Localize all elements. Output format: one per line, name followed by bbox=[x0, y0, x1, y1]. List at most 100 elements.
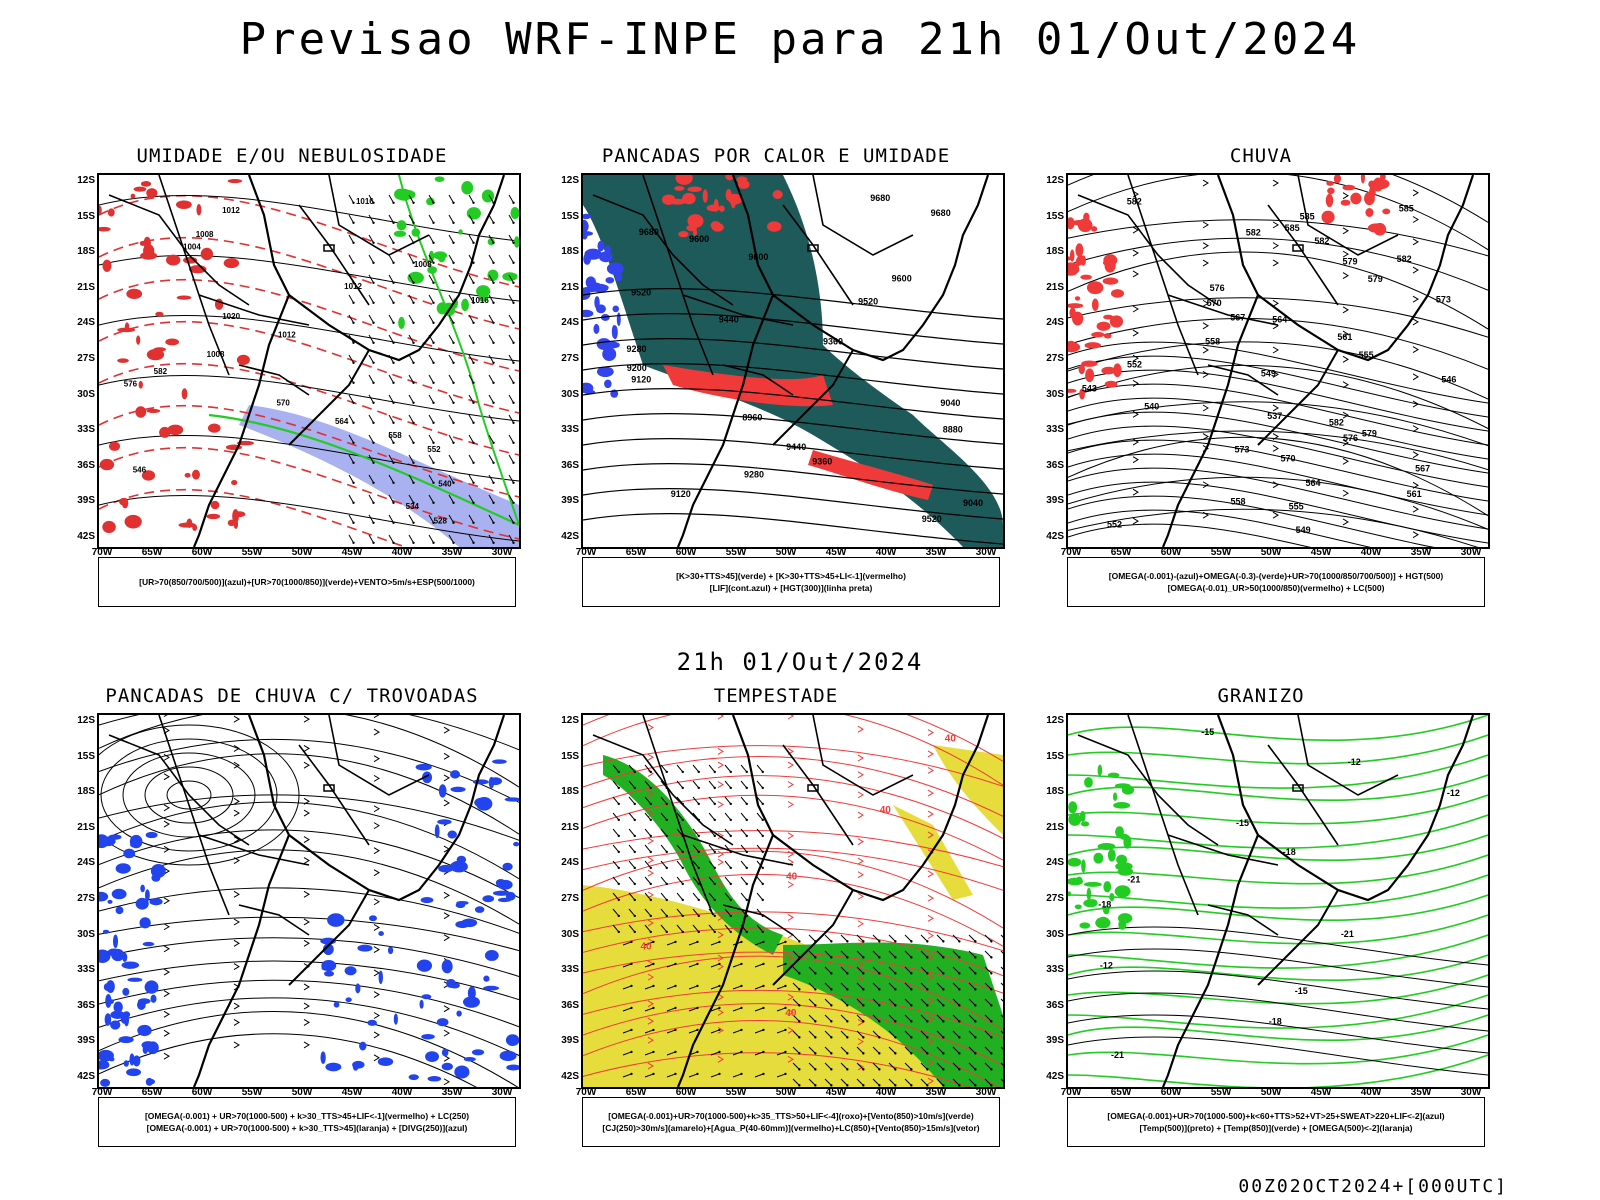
contour-label: -21 bbox=[1111, 1050, 1124, 1060]
lat-tick-label: 33S bbox=[561, 424, 579, 436]
lat-tick-label: 42S bbox=[561, 1071, 579, 1082]
lat-tick-label: 42S bbox=[77, 1071, 95, 1082]
lon-tick-label: 65W bbox=[1110, 1087, 1132, 1098]
contour-label: 40 bbox=[785, 1008, 797, 1019]
contour-label: 576 bbox=[1210, 283, 1225, 293]
lon-tick-label: 40W bbox=[875, 1087, 897, 1098]
instability-area bbox=[583, 175, 1003, 547]
lon-tick-label: 30W bbox=[491, 1087, 513, 1098]
lat-tick-label: 24S bbox=[561, 857, 579, 869]
run-timestamp: 00Z02OCT2024+[000UTC] bbox=[1238, 1176, 1508, 1197]
coastline bbox=[247, 175, 506, 362]
lat-tick-label: 21S bbox=[1046, 281, 1064, 293]
lon-tick-label: 50W bbox=[775, 547, 797, 558]
contour-label: 540 bbox=[1144, 401, 1159, 411]
contour-label: 9360 bbox=[812, 456, 832, 466]
lat-tick-label: 36S bbox=[77, 999, 95, 1011]
lon-tick-label: 70W bbox=[91, 547, 113, 558]
lon-tick-label: 65W bbox=[141, 547, 163, 558]
contour-label: 579 bbox=[1343, 256, 1358, 266]
contour-label: 543 bbox=[1082, 383, 1097, 393]
contour-label: 552 bbox=[1127, 360, 1142, 370]
contour-label: 546 bbox=[133, 466, 147, 475]
mid-date-label: 21h 01/Out/2024 bbox=[676, 648, 924, 676]
lon-tick-label: 50W bbox=[775, 1087, 797, 1098]
lat-tick-label: 24S bbox=[1046, 857, 1064, 869]
lat-tick-label: 27S bbox=[77, 893, 95, 904]
lat-tick-label: 39S bbox=[1046, 495, 1064, 507]
contour-label: -21 bbox=[1341, 929, 1354, 939]
lon-tick-label: 70W bbox=[1060, 547, 1082, 558]
contour-label: 1016 bbox=[471, 296, 489, 305]
contour-label: 9120 bbox=[671, 489, 691, 499]
contour-label: 1012 bbox=[344, 282, 362, 291]
lat-tick-label: 18S bbox=[1046, 786, 1064, 798]
lat-tick-label: 42S bbox=[77, 531, 95, 542]
contour-label: 570 bbox=[1280, 453, 1295, 463]
contour-label: 9440 bbox=[719, 314, 739, 324]
map-plot: 9680 9680 9680 9600 9600 9600 9520 9520 9440 9360… bbox=[581, 173, 1005, 549]
panel-pancadas-calor: PANCADAS POR CALOR E UMIDADE 9680 9680 9680… bbox=[541, 145, 1011, 625]
lon-tick-label: 65W bbox=[625, 1087, 647, 1098]
lon-tick-label: 55W bbox=[241, 1087, 263, 1098]
map-plot: 582 585 585 585 582 582 582 579 579 576 573 570 567 5… bbox=[1066, 173, 1490, 549]
lat-tick-label: 30S bbox=[1046, 388, 1064, 400]
contour-label: 573 bbox=[1436, 294, 1451, 304]
contour-label: 558 bbox=[388, 431, 402, 440]
contour-label: 549 bbox=[1261, 368, 1276, 378]
lat-tick-label: 39S bbox=[561, 1035, 579, 1047]
legend-line: [OMEGA(-0.001) + UR>70(1000-500) + k>30_… bbox=[144, 1111, 470, 1121]
lon-tick-label: 45W bbox=[341, 547, 363, 558]
legend-line: [K>30+TTS>45](verde) + [K>30+TTS>45+LI<-… bbox=[676, 571, 906, 581]
contour-label: 9360 bbox=[823, 337, 843, 347]
contour-label: -12 bbox=[1348, 757, 1361, 767]
coastline bbox=[731, 715, 990, 902]
contour-label: 1008 bbox=[207, 350, 225, 359]
lon-tick-label: 50W bbox=[291, 547, 313, 558]
lon-tick-label: 35W bbox=[925, 547, 947, 558]
lon-tick-label: 65W bbox=[1110, 547, 1132, 558]
lon-tick-label: 45W bbox=[1310, 1087, 1332, 1098]
lat-tick-label: 15S bbox=[77, 750, 95, 762]
contour-label: 9520 bbox=[858, 296, 878, 306]
contour-label: 1012 bbox=[278, 331, 296, 340]
lon-tick-label: 60W bbox=[191, 547, 213, 558]
lon-tick-label: 40W bbox=[1360, 1087, 1382, 1098]
panel-legend: [OMEGA(-0.001) + UR>70(1000-500) + k>30_… bbox=[98, 1097, 516, 1147]
coastline bbox=[1216, 175, 1475, 362]
lat-tick-label: 12S bbox=[77, 175, 95, 186]
lon-tick-label: 65W bbox=[625, 547, 647, 558]
contour-label: -18 bbox=[1098, 900, 1111, 910]
contour-label: 546 bbox=[1441, 374, 1456, 384]
lon-tick-label: 60W bbox=[191, 1087, 213, 1098]
contour-label: 567 bbox=[1415, 464, 1430, 474]
lon-tick-label: 45W bbox=[1310, 547, 1332, 558]
contour-label: 582 bbox=[1397, 254, 1412, 264]
contour-label: 8960 bbox=[742, 412, 762, 422]
lon-tick-label: 45W bbox=[825, 547, 847, 558]
contour-label: 570 bbox=[1207, 298, 1222, 308]
contour-label: 1020 bbox=[222, 312, 240, 321]
contour-label: 9280 bbox=[744, 470, 764, 480]
lon-tick-label: 60W bbox=[675, 547, 697, 558]
contour-label: 528 bbox=[434, 517, 448, 526]
lat-tick-label: 18S bbox=[561, 246, 579, 258]
contour-label: 9680 bbox=[931, 208, 951, 218]
legend-line: [Temp(500)](preto) + [Temp(850)](verde) … bbox=[1139, 1123, 1413, 1133]
contour-label: 567 bbox=[1230, 313, 1245, 323]
contour-label: 1004 bbox=[183, 243, 201, 252]
panel-legend: [OMEGA(-0.001)+UR>70(1000-500)+k>35_TTS>… bbox=[582, 1097, 1000, 1147]
coastline bbox=[1216, 715, 1475, 902]
lat-tick-label: 39S bbox=[1046, 1035, 1064, 1047]
legend-line: [CJ(250)>30m/s](amarelo)+[Agua_P(40-60mm… bbox=[602, 1123, 980, 1133]
panel-title: UMIDADE E/OU NEBULOSIDADE bbox=[136, 145, 448, 167]
lat-tick-label: 18S bbox=[77, 786, 95, 798]
lat-tick-label: 30S bbox=[77, 388, 95, 400]
lat-tick-label: 24S bbox=[77, 857, 95, 869]
legend-line: [OMEGA(-0.001)+UR>70(1000-500)+k>35_TTS>… bbox=[608, 1111, 974, 1121]
contour-label: 1016 bbox=[356, 197, 374, 206]
contour-label: -15 bbox=[1295, 986, 1308, 996]
contour-label: 40 bbox=[641, 941, 653, 952]
lat-tick-label: 24S bbox=[77, 317, 95, 329]
contour-label: 579 bbox=[1368, 274, 1383, 284]
